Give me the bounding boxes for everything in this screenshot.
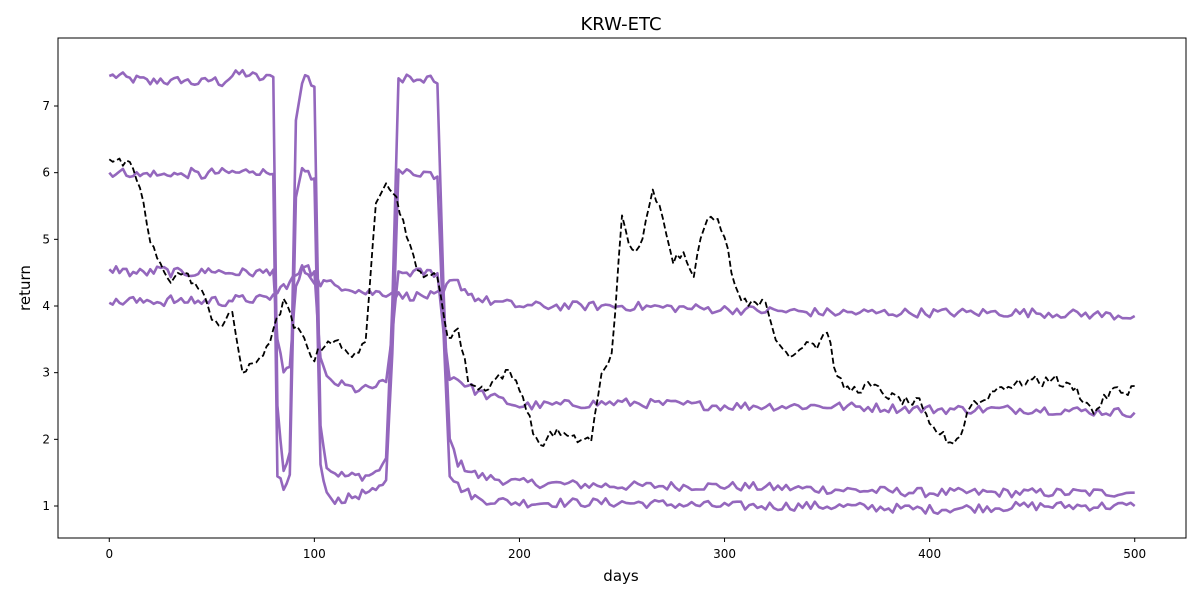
series-line-band-2 [108,166,1136,515]
y-tick-label: 1 [42,499,50,513]
series-line-band-3 [108,264,1136,419]
chart-title: KRW-ETC [580,14,661,35]
x-tick-label: 200 [508,547,531,561]
y-tick-label: 7 [42,99,50,113]
x-axis-label: days [603,567,639,585]
series-line-band-1 [108,69,1135,499]
x-tick-label: 300 [713,547,736,561]
plot-lines [108,69,1136,515]
x-tick-label: 400 [918,547,941,561]
x-tick-label: 100 [303,547,326,561]
series-line-band-4 [108,264,1136,321]
y-tick-label: 3 [42,366,50,380]
series-line-actual [108,157,1135,447]
x-axis-ticks: 0 100 200 300 400 500 [105,538,1146,561]
x-tick-label: 0 [105,547,113,561]
y-tick-label: 2 [42,432,50,446]
y-axis-ticks: 1 2 3 4 5 6 7 [42,99,58,513]
y-tick-label: 4 [42,299,50,313]
y-tick-label: 6 [42,166,50,180]
plot-frame [57,37,1187,539]
y-axis-label: return [16,265,34,311]
y-tick-label: 5 [42,232,50,246]
x-tick-label: 500 [1123,547,1146,561]
